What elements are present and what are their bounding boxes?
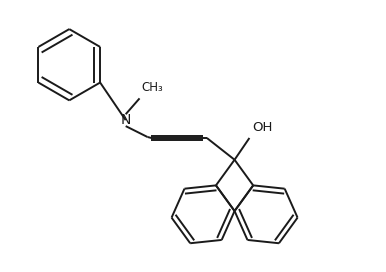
Text: CH₃: CH₃ [142,81,163,94]
Text: N: N [120,113,131,127]
Text: OH: OH [252,121,273,134]
